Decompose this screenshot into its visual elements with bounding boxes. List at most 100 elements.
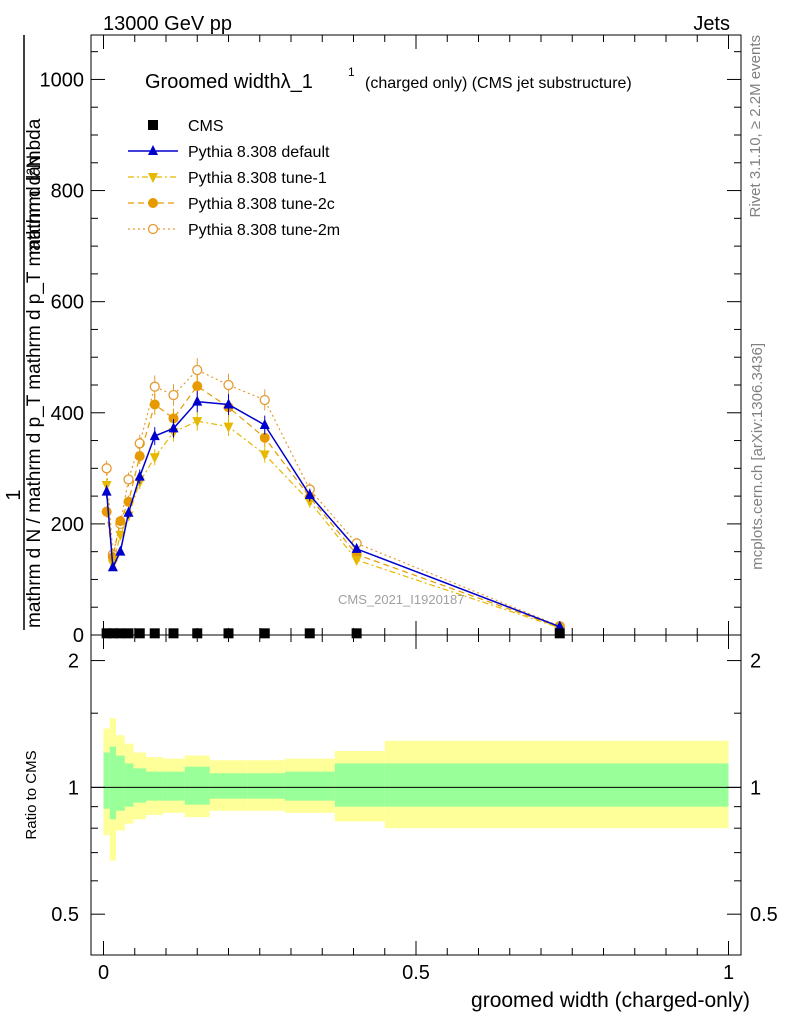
legend-entry-3: Pythia 8.308 tune-2c <box>128 196 335 213</box>
series-point <box>192 417 203 428</box>
series-point <box>168 389 179 401</box>
cms-point <box>107 628 118 639</box>
legend-label: Pythia 8.308 tune-2c <box>188 196 335 213</box>
series-point <box>149 381 160 392</box>
ratio-band-stat-6 <box>162 771 185 801</box>
legend-entry-4: Pythia 8.308 tune-2m <box>128 222 340 239</box>
cms-point <box>123 628 134 639</box>
ratio-band-stat-8 <box>209 773 248 799</box>
legend-entry-0: CMS <box>148 118 224 135</box>
cms-point <box>115 628 126 639</box>
header-process: Jets <box>693 13 730 35</box>
series-point <box>351 556 362 566</box>
series-pythia-8-308-tune-2m <box>101 358 565 632</box>
ratio-band-stat-3 <box>124 763 134 807</box>
y-tick-label: 200 <box>51 514 84 536</box>
series-point <box>107 561 118 572</box>
legend-marker <box>148 198 158 208</box>
series-point <box>223 379 234 391</box>
series-point <box>115 545 126 556</box>
series-point <box>304 489 315 499</box>
legend-entry-2: Pythia 8.308 tune-1 <box>128 170 327 187</box>
cms-point <box>101 628 112 639</box>
series-point <box>259 419 270 429</box>
chart-title-note: (charged only) (CMS jet substructure) <box>365 75 632 92</box>
legend-marker <box>147 223 159 235</box>
y-tick-label: 1000 <box>40 69 85 91</box>
mcplots-label: mcplots.cern.ch [arXiv:1306.3436] <box>749 343 766 570</box>
cms-point <box>134 628 145 639</box>
y-axis-title: 1 mathrm d N / mathrm d p_T mathrm d p_T… <box>3 35 45 630</box>
ratio-band-stat-9 <box>247 773 285 799</box>
x-tick-label: 0 <box>98 962 109 984</box>
series-point <box>168 413 179 424</box>
cms-point <box>149 628 160 639</box>
series-point <box>134 451 145 462</box>
legend-label: Pythia 8.308 default <box>188 144 330 161</box>
series-point <box>101 485 112 496</box>
y-axis-title-numerator: 1 <box>3 489 25 500</box>
series-point <box>149 399 160 410</box>
y-tick-label: 0 <box>73 625 84 647</box>
series-pythia-8-308-default <box>101 391 565 631</box>
ratio-bands <box>103 718 729 861</box>
series-point <box>259 432 270 443</box>
x-tick-label: 1 <box>723 962 734 984</box>
series-point <box>259 394 270 406</box>
series-point <box>223 422 234 433</box>
series-point <box>223 398 234 409</box>
x-tick-label: 0.5 <box>402 962 430 984</box>
series-line <box>106 369 560 627</box>
legend-marker <box>148 120 158 130</box>
cms-point <box>554 628 565 639</box>
legend-label: Pythia 8.308 tune-1 <box>188 170 327 187</box>
y-tick-label: 800 <box>51 181 84 203</box>
main-plot-layer: 0 200 400 600 800 1000 <box>40 34 742 647</box>
ratio-y-tick-label-right: 2 <box>750 651 761 673</box>
series-point <box>192 364 203 376</box>
x-axis-title: groomed width (charged-only) <box>471 989 750 1012</box>
series-point <box>192 381 203 392</box>
ratio-band-stat-4 <box>133 768 146 803</box>
ratio-band-stat-2 <box>116 755 125 811</box>
series-point <box>115 531 126 541</box>
cms-point <box>351 628 362 639</box>
ratio-band-stat-12 <box>384 763 729 807</box>
legend-marker <box>148 145 158 155</box>
ratio-y-tick-label-right: 1 <box>750 777 761 799</box>
legend-label: CMS <box>188 118 224 135</box>
y-tick-label: 600 <box>51 292 84 314</box>
ratio-y-axis-title: Ratio to CMS <box>23 750 40 839</box>
series-point <box>134 438 145 449</box>
ratio-band-stat-11 <box>334 763 385 807</box>
ratio-y-tick-label-left: 2 <box>68 651 79 673</box>
y-tick-label: 400 <box>51 403 84 425</box>
ratio-y-tick-label-right: 0.5 <box>750 904 778 926</box>
series-point <box>554 620 565 631</box>
series-point <box>168 422 179 433</box>
series-point <box>149 430 160 441</box>
series-line <box>106 420 560 629</box>
y-axis-title-denominator: mathrm d N / mathrm d p_T mathrm d p_T m… <box>24 118 45 628</box>
cms-point <box>168 628 179 639</box>
series-point <box>101 506 112 517</box>
header-energy: 13000 GeV pp <box>103 13 232 35</box>
legend-label: Pythia 8.308 tune-2m <box>188 222 340 239</box>
series-point <box>115 516 126 527</box>
series-point <box>192 395 203 406</box>
ratio-plot-layer: 0 0.5 1 0.5 0.5 1 1 2 2 <box>51 634 778 984</box>
analysis-watermark: CMS_2021_I1920187 <box>338 592 465 607</box>
series-point <box>351 542 362 553</box>
ratio-band-stat-1 <box>109 746 116 820</box>
ratio-band-stat-0 <box>103 752 110 809</box>
series-point <box>134 470 145 481</box>
cms-point <box>304 628 315 639</box>
series-point <box>259 450 270 461</box>
legend-marker <box>148 173 158 183</box>
cms-point <box>223 628 234 639</box>
chart-title: Groomed widthλ_1 1 (charged only) (CMS j… <box>145 65 632 93</box>
ratio-band-stat-7 <box>184 766 210 805</box>
ratio-y-tick-label-left: 0.5 <box>51 904 79 926</box>
series-cms <box>101 628 565 639</box>
